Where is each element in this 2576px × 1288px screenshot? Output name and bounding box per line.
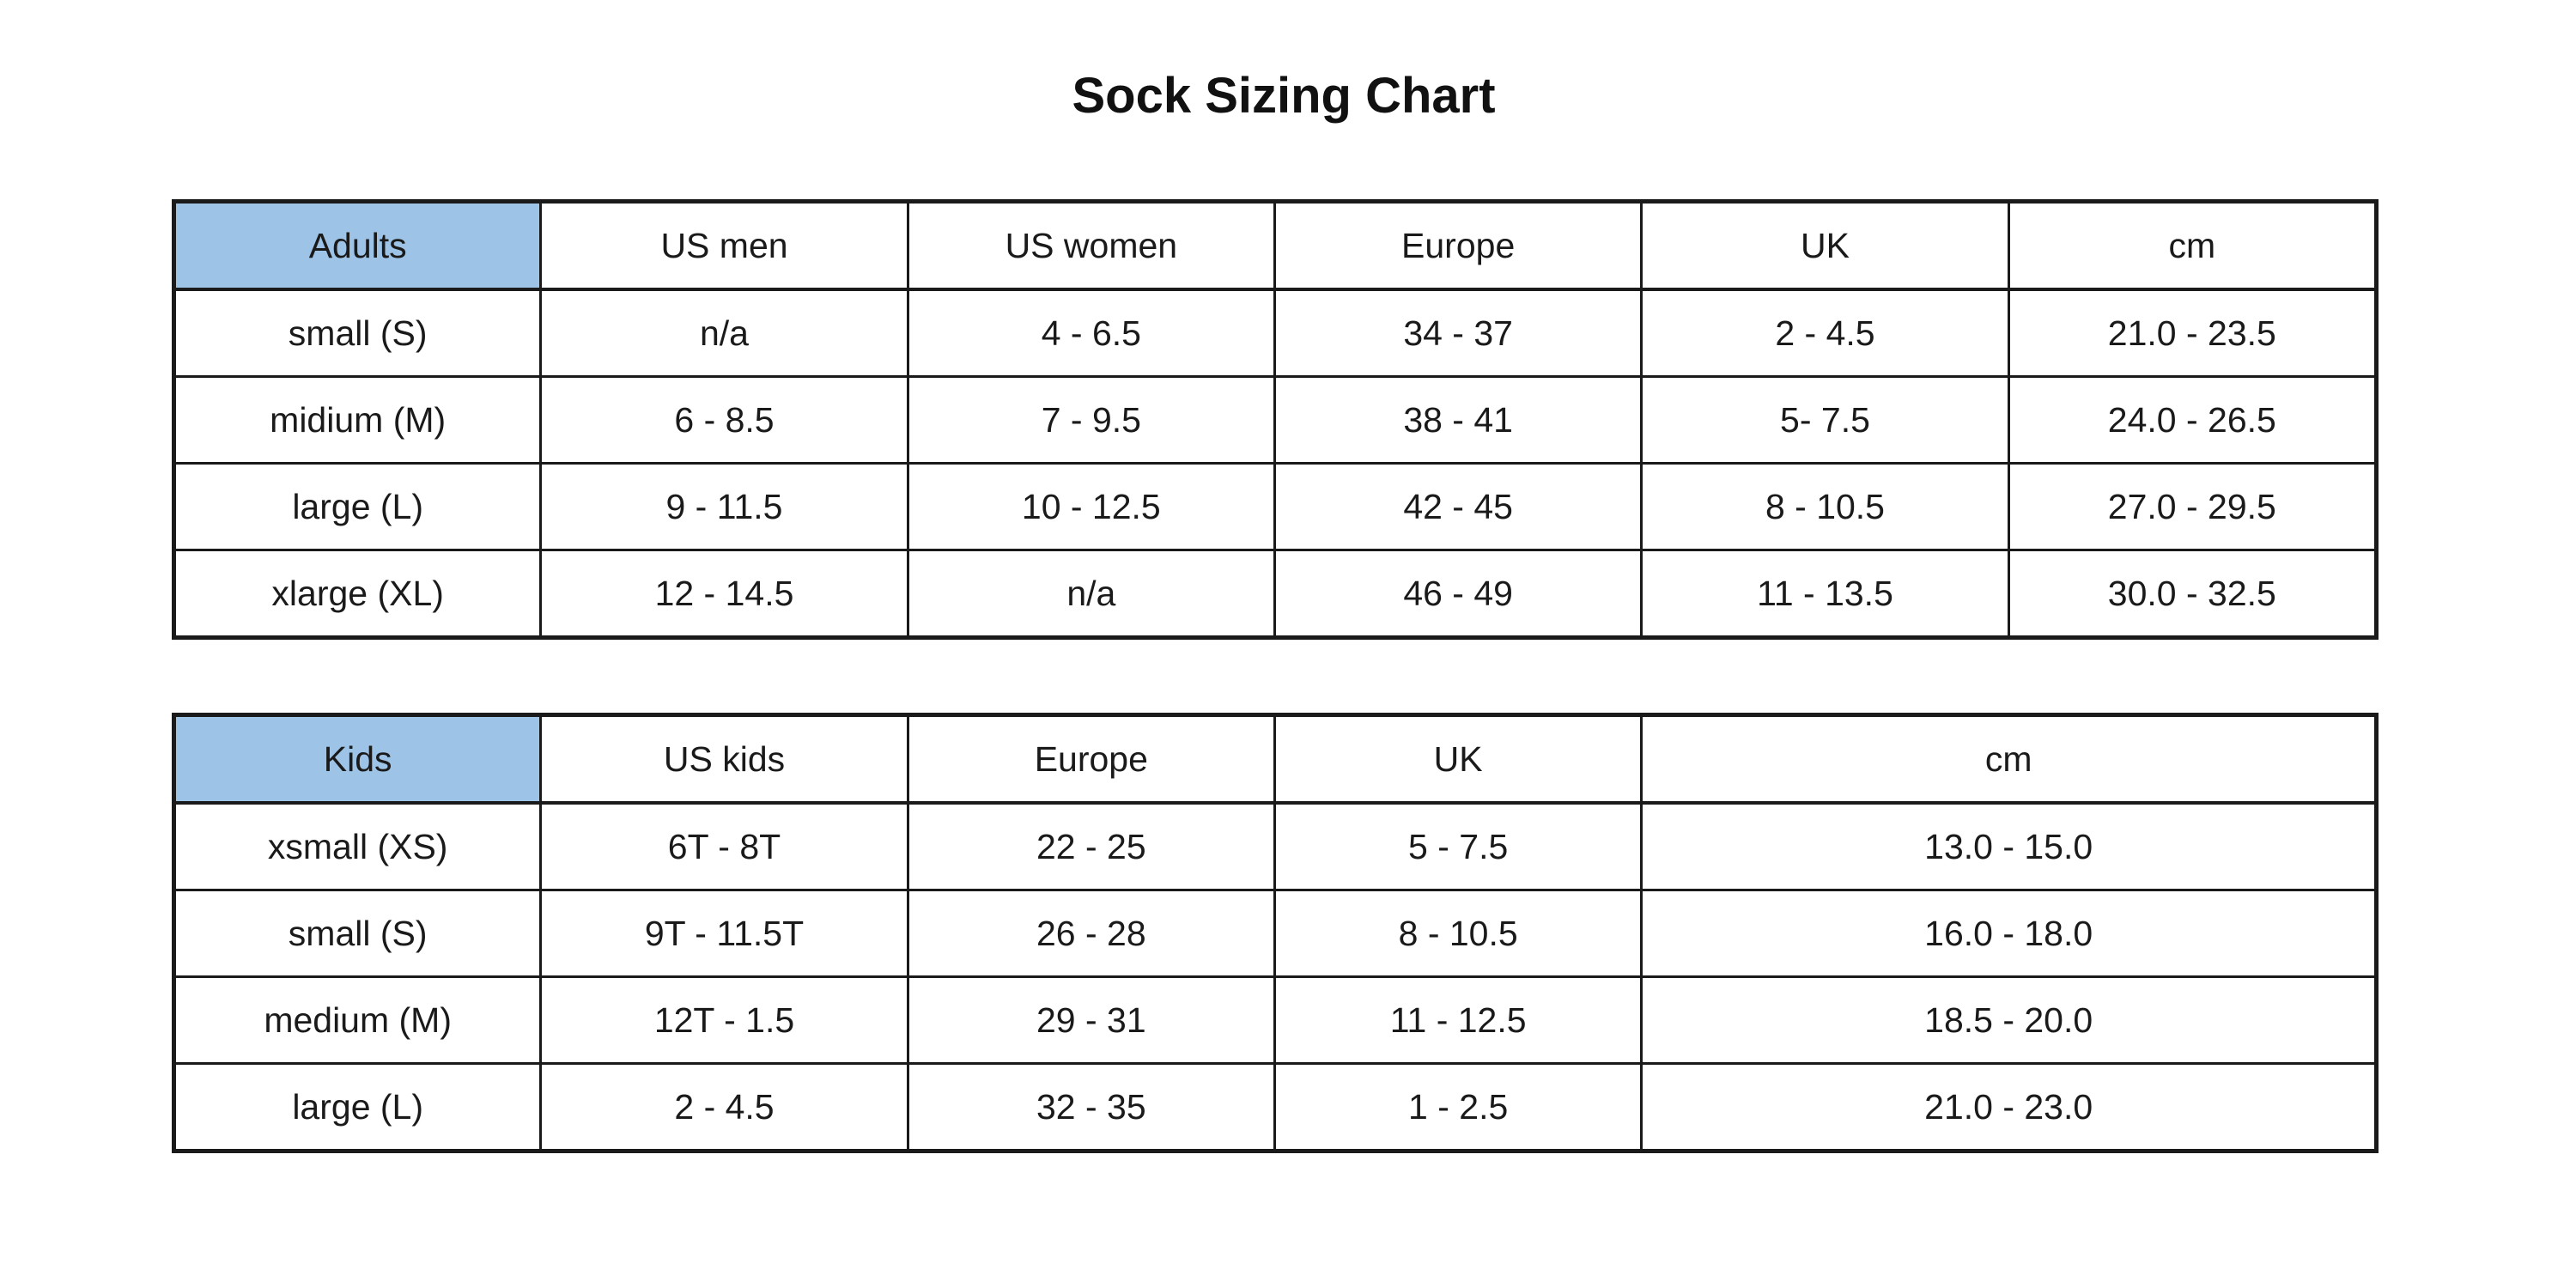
- row-label: small (S): [172, 288, 543, 378]
- table-cell: 27.0 - 29.5: [2007, 462, 2379, 551]
- table-cell: 18.5 - 20.0: [1640, 975, 2378, 1065]
- table-cell: 8 - 10.5: [1273, 889, 1643, 978]
- row-label: small (S): [172, 889, 543, 978]
- row-label: medium (M): [172, 975, 543, 1065]
- kids-category-cell: Kids: [172, 714, 543, 805]
- table-cell: 30.0 - 32.5: [2007, 549, 2379, 639]
- kids-size-table: Kids US kids Europe UK cm xsmall (XS) 6T…: [172, 713, 2379, 1153]
- kids-header-uk: UK: [1273, 714, 1643, 805]
- adults-header-us-women: US women: [906, 200, 1276, 291]
- table-cell: 21.0 - 23.5: [2007, 288, 2379, 378]
- table-cell: 12T - 1.5: [539, 975, 909, 1065]
- row-label: large (L): [172, 462, 543, 551]
- kids-header-us-kids: US kids: [539, 714, 909, 805]
- table-cell: 22 - 25: [906, 801, 1276, 891]
- adults-header-us-men: US men: [539, 200, 909, 291]
- table-cell: 9 - 11.5: [539, 462, 909, 551]
- adults-header-europe: Europe: [1273, 200, 1643, 291]
- adults-row-xlarge: xlarge (XL) 12 - 14.5 n/a 46 - 49 11 - 1…: [172, 549, 2379, 639]
- adults-row-large: large (L) 9 - 11.5 10 - 12.5 42 - 45 8 -…: [172, 462, 2379, 551]
- table-cell: 11 - 12.5: [1273, 975, 1643, 1065]
- table-cell: 29 - 31: [906, 975, 1276, 1065]
- kids-row-medium: medium (M) 12T - 1.5 29 - 31 11 - 12.5 1…: [172, 975, 2378, 1065]
- table-cell: 4 - 6.5: [906, 288, 1276, 378]
- table-cell: 32 - 35: [906, 1062, 1276, 1152]
- table-cell: 8 - 10.5: [1640, 462, 2010, 551]
- table-cell: 26 - 28: [906, 889, 1276, 978]
- adults-header-row: Adults US men US women Europe UK cm: [172, 200, 2379, 291]
- table-cell: 46 - 49: [1273, 549, 1643, 639]
- table-cell: 5- 7.5: [1640, 375, 2010, 465]
- table-cell: 38 - 41: [1273, 375, 1643, 465]
- row-label: xlarge (XL): [172, 549, 543, 639]
- table-cell: 34 - 37: [1273, 288, 1643, 378]
- table-cell: 21.0 - 23.0: [1640, 1062, 2378, 1152]
- adults-header-cm: cm: [2007, 200, 2379, 291]
- table-cell: 7 - 9.5: [906, 375, 1276, 465]
- table-cell: 2 - 4.5: [539, 1062, 909, 1152]
- kids-header-europe: Europe: [906, 714, 1276, 805]
- table-cell: 6T - 8T: [539, 801, 909, 891]
- adults-row-small: small (S) n/a 4 - 6.5 34 - 37 2 - 4.5 21…: [172, 288, 2379, 378]
- table-cell: 12 - 14.5: [539, 549, 909, 639]
- table-cell: 1 - 2.5: [1273, 1062, 1643, 1152]
- table-cell: 6 - 8.5: [539, 375, 909, 465]
- row-label: xsmall (XS): [172, 801, 543, 891]
- adults-header-uk: UK: [1640, 200, 2010, 291]
- table-cell: n/a: [539, 288, 909, 378]
- table-cell: 10 - 12.5: [906, 462, 1276, 551]
- kids-row-large: large (L) 2 - 4.5 32 - 35 1 - 2.5 21.0 -…: [172, 1062, 2378, 1152]
- adults-row-medium: midium (M) 6 - 8.5 7 - 9.5 38 - 41 5- 7.…: [172, 375, 2379, 465]
- row-label: large (L): [172, 1062, 543, 1152]
- page-title: Sock Sizing Chart: [1072, 68, 1496, 124]
- table-cell: 11 - 13.5: [1640, 549, 2010, 639]
- kids-row-small: small (S) 9T - 11.5T 26 - 28 8 - 10.5 16…: [172, 889, 2378, 978]
- table-cell: 2 - 4.5: [1640, 288, 2010, 378]
- kids-row-xsmall: xsmall (XS) 6T - 8T 22 - 25 5 - 7.5 13.0…: [172, 801, 2378, 891]
- table-cell: 42 - 45: [1273, 462, 1643, 551]
- table-cell: 13.0 - 15.0: [1640, 801, 2378, 891]
- table-cell: n/a: [906, 549, 1276, 639]
- row-label: midium (M): [172, 375, 543, 465]
- table-cell: 5 - 7.5: [1273, 801, 1643, 891]
- table-cell: 16.0 - 18.0: [1640, 889, 2378, 978]
- kids-header-row: Kids US kids Europe UK cm: [172, 714, 2378, 805]
- adults-category-cell: Adults: [172, 200, 543, 291]
- kids-header-cm: cm: [1640, 714, 2378, 805]
- table-cell: 9T - 11.5T: [539, 889, 909, 978]
- table-cell: 24.0 - 26.5: [2007, 375, 2379, 465]
- adults-size-table: Adults US men US women Europe UK cm smal…: [172, 199, 2379, 640]
